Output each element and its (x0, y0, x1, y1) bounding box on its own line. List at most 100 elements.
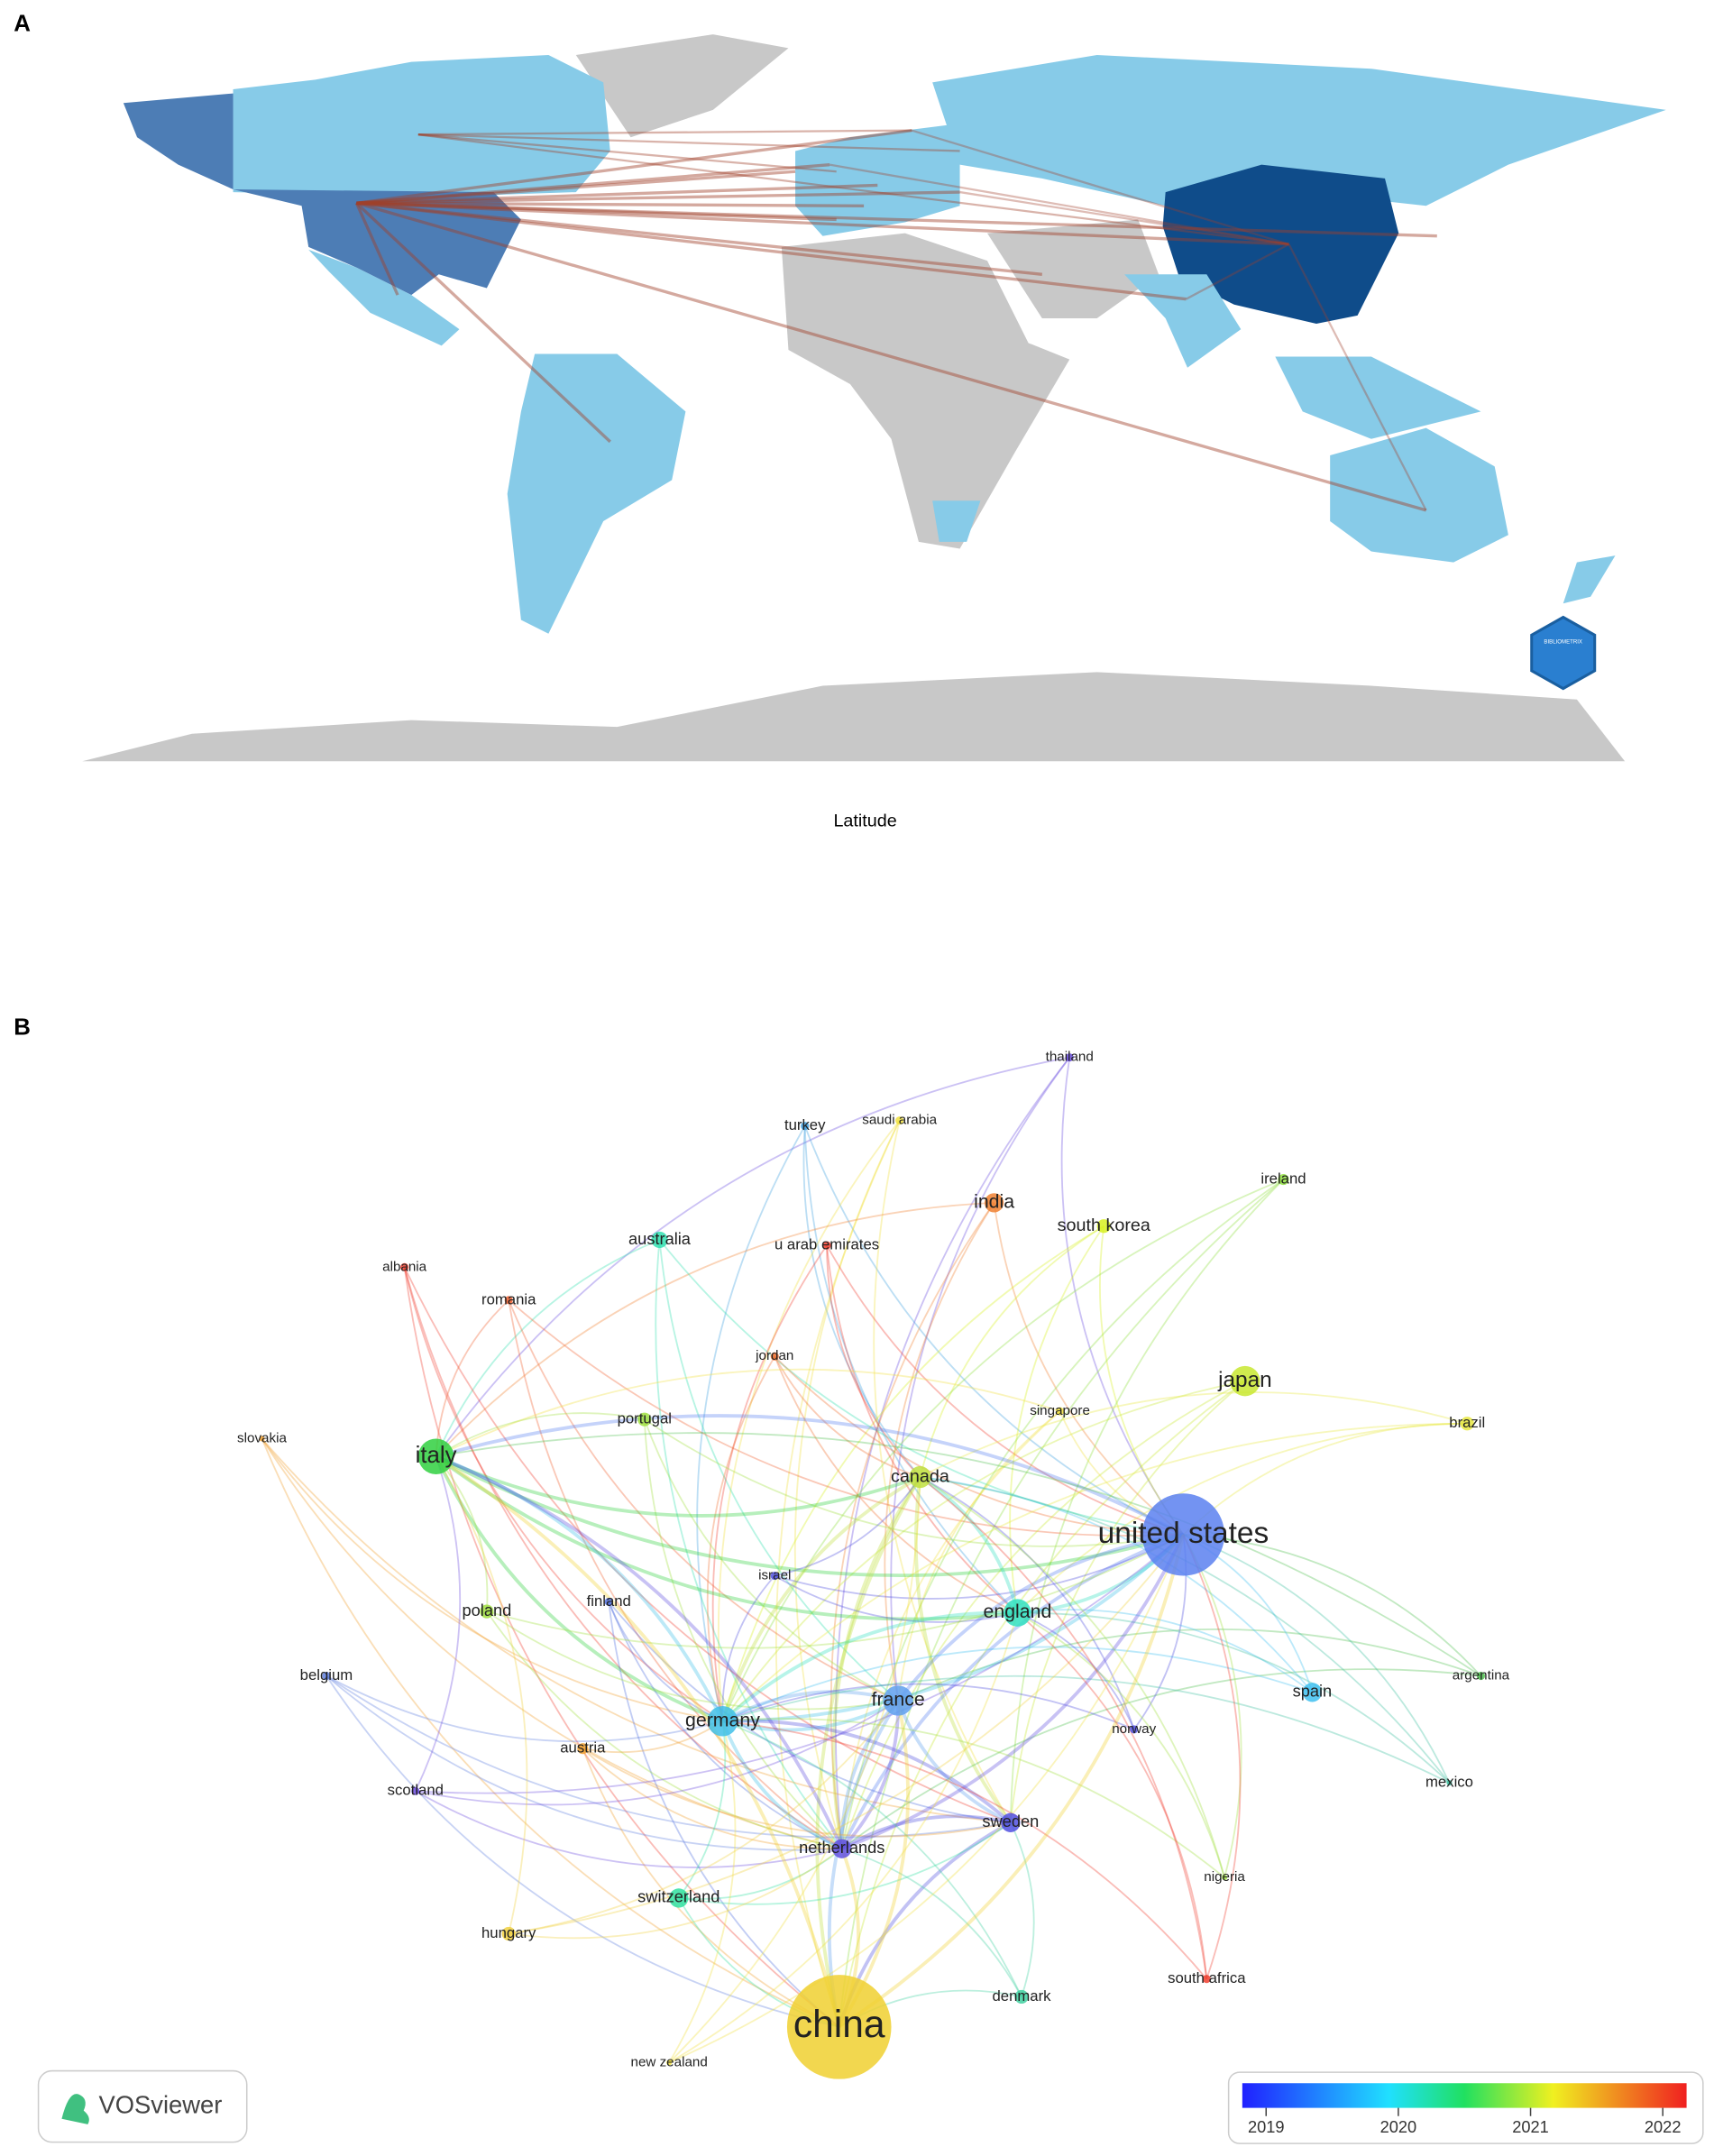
edge (840, 1179, 1284, 1849)
node-label: slovakia (237, 1430, 287, 1445)
link (417, 133, 960, 152)
link (417, 133, 837, 173)
edge (840, 1380, 1246, 1849)
link (355, 201, 1427, 512)
edge (1017, 1611, 1135, 1730)
edge (435, 1432, 1481, 1677)
node (1230, 1365, 1260, 1397)
edge (919, 1476, 1208, 1979)
edge (643, 1419, 843, 1849)
edge (919, 1476, 1225, 1878)
node-label: u arab emirates (775, 1235, 879, 1252)
node (895, 1116, 904, 1125)
colorbar-tick-label: 2020 (1380, 2117, 1417, 2136)
node-label: argentina (1453, 1668, 1510, 1684)
edge (720, 1720, 843, 1850)
edge (435, 1454, 725, 1722)
node-label: netherlands (799, 1838, 884, 1857)
node-label: india (974, 1191, 1014, 1213)
node (1460, 1417, 1474, 1431)
edge (815, 1476, 922, 2028)
node-label: sweden (982, 1812, 1039, 1830)
node (604, 1597, 613, 1607)
edge (435, 1412, 645, 1458)
node-label: albania (382, 1259, 427, 1274)
node-label: thailand (1046, 1050, 1094, 1065)
edge (486, 1610, 899, 1711)
australia (1330, 427, 1508, 563)
edge (826, 1244, 1019, 1614)
edge (582, 1748, 840, 2028)
link (356, 201, 1042, 276)
edge (722, 1718, 1225, 1878)
mexico (308, 249, 460, 346)
link (356, 201, 1187, 301)
edge (711, 1244, 828, 1721)
colorbar-tick-label: 2021 (1512, 2117, 1549, 2136)
edge (1009, 1380, 1246, 1823)
edge (486, 1534, 1184, 1649)
edge (803, 1125, 1184, 1536)
node-label: mexico (1425, 1774, 1473, 1791)
edge (644, 1418, 1184, 1547)
edge (414, 1455, 462, 1792)
node-label: germany (685, 1709, 760, 1730)
node-label: south korea (1058, 1216, 1150, 1235)
edge (802, 1125, 921, 1478)
edge (435, 1056, 1070, 1457)
node-label: denmark (992, 1987, 1051, 2005)
edge (582, 1748, 1012, 1838)
node (669, 1888, 689, 1908)
link (356, 162, 830, 205)
usa (233, 189, 521, 296)
node-label: china (793, 2003, 885, 2046)
edge (914, 1476, 1013, 1824)
edge (838, 1380, 1246, 2028)
link (354, 202, 399, 296)
edge (1016, 1611, 1208, 1979)
edge (668, 1534, 1185, 2064)
legend-box (37, 2069, 248, 2143)
edge (325, 1674, 723, 1743)
edge (1182, 1534, 1242, 1979)
link (356, 170, 796, 205)
node (1014, 1989, 1029, 2005)
edge (775, 1476, 921, 1577)
link (417, 133, 1289, 245)
edge (643, 1418, 899, 1702)
node (801, 1122, 810, 1131)
panel-label: B (14, 1015, 31, 1041)
edge (1182, 1422, 1468, 1536)
bibliometrix-logo: BIBLIOMETRIX (1530, 615, 1597, 691)
edge (508, 1299, 899, 1702)
edge (722, 1674, 1450, 1784)
node-label: scotland (388, 1782, 444, 1799)
edge (826, 1244, 1184, 1536)
node-label: portugal (618, 1410, 672, 1427)
logo-text: BIBLIOMETRIX (1544, 638, 1582, 645)
greenland (575, 34, 789, 138)
edge (775, 1120, 901, 2028)
edge (582, 1720, 723, 1754)
node-label: south africa (1168, 1969, 1246, 1986)
colorbar-tick-label: 2019 (1248, 2117, 1285, 2136)
node-label: belgium (300, 1666, 353, 1684)
node-label: romania (481, 1290, 536, 1307)
edge (840, 1700, 901, 1850)
edge (919, 1475, 1020, 1614)
edge (721, 1699, 900, 1732)
edge (435, 1454, 921, 1518)
edge (896, 1700, 1012, 1825)
link (1185, 243, 1290, 300)
edge (721, 1380, 1246, 1722)
edge (838, 1534, 1186, 2029)
link (356, 183, 878, 205)
edge (415, 1790, 842, 1868)
edge (706, 1355, 776, 1721)
edge (840, 1814, 1012, 1850)
colorbar-ticks: 2019 2020 2021 2022 (1248, 2107, 1681, 2136)
node (1001, 1812, 1021, 1832)
edge (721, 1574, 775, 1721)
india (1124, 274, 1242, 368)
node-label: switzerland (637, 1887, 720, 1906)
